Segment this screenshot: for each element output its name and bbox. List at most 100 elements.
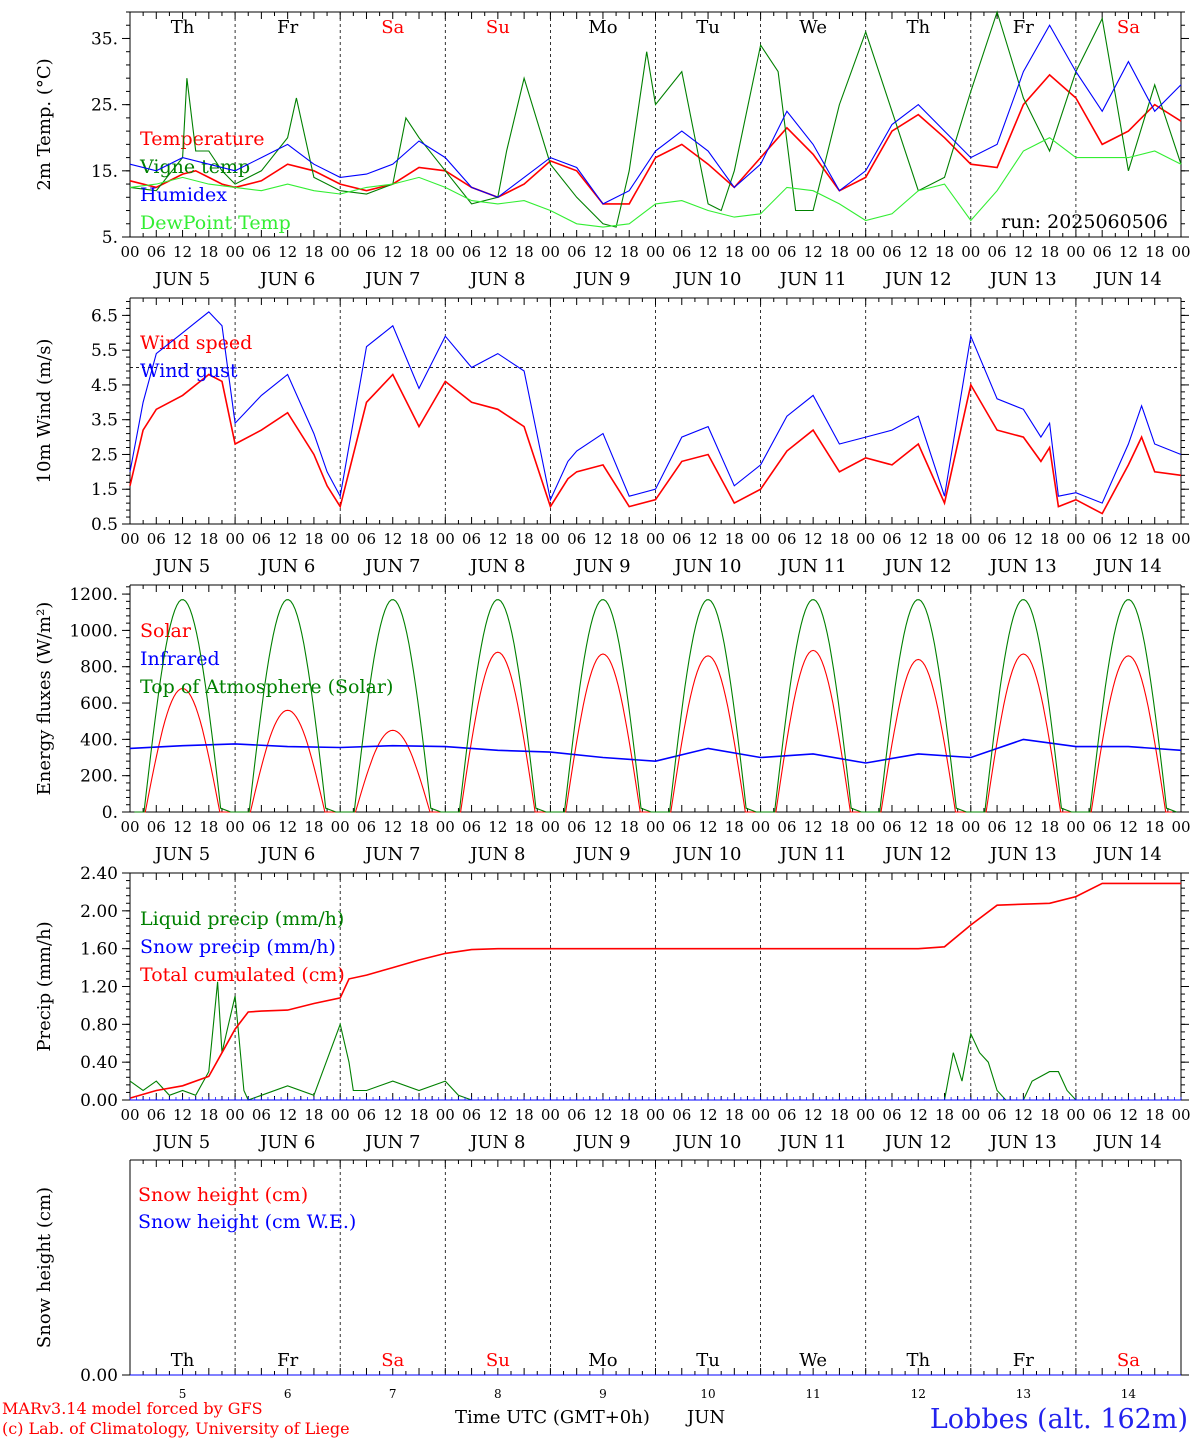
hour-tick-label: 18 <box>830 1106 849 1124</box>
date-label: JUN 14 <box>1093 269 1162 290</box>
y-axis-label: Energy fluxes (W/m²) <box>34 602 55 796</box>
day-abbrev: Fr <box>277 1350 298 1371</box>
hour-tick-label: 18 <box>1040 818 1059 836</box>
hour-tick-label: 18 <box>199 1106 218 1124</box>
date-label: JUN 12 <box>883 269 952 290</box>
hour-tick-label: 18 <box>725 818 744 836</box>
legend-entry: Liquid precip (mm/h) <box>140 908 344 930</box>
hour-tick-label: 06 <box>882 818 901 836</box>
y-tick-label: 3.5 <box>91 411 118 431</box>
day-abbrev: Th <box>906 1350 930 1371</box>
hour-tick-label: 12 <box>383 818 402 836</box>
hour-tick-label: 00 <box>856 530 875 548</box>
hour-tick-label: 00 <box>856 243 875 261</box>
day-number: 13 <box>1016 1387 1031 1401</box>
y-tick-label: 200. <box>80 767 118 787</box>
hour-tick-label: 12 <box>278 243 297 261</box>
hour-tick-label: 00 <box>1066 530 1085 548</box>
date-label: JUN 11 <box>778 556 847 577</box>
hour-tick-label: 12 <box>488 530 507 548</box>
legend-entry: Temperature <box>140 128 264 150</box>
day-number: 5 <box>179 1387 187 1401</box>
panel-5: 0.00 Snow height (cm) Th Fr Sa Su Mo Tu We Th Fr Sa… <box>34 1159 1189 1401</box>
date-label: JUN 5 <box>153 1132 210 1153</box>
hour-tick-label: 06 <box>672 818 691 836</box>
hour-tick-label: 00 <box>436 818 455 836</box>
date-label: JUN 6 <box>258 269 315 290</box>
hour-tick-label: 12 <box>804 243 823 261</box>
hour-tick-label: 12 <box>1119 1106 1138 1124</box>
series-top-of-atmosphere-solar <box>134 599 1177 813</box>
hour-tick-label: 12 <box>173 818 192 836</box>
hour-tick-label: 00 <box>646 1106 665 1124</box>
hour-tick-label: 00 <box>120 530 139 548</box>
hour-tick-label: 06 <box>357 243 376 261</box>
y-tick-label: 0.80 <box>80 1015 118 1035</box>
date-label: JUN 7 <box>363 556 420 577</box>
y-tick-label: 15. <box>91 162 118 182</box>
hour-tick-label: 18 <box>304 530 323 548</box>
day-number: 12 <box>911 1387 926 1401</box>
hour-tick-label: 12 <box>383 243 402 261</box>
day-abbrev: We <box>799 1350 827 1371</box>
y-tick-label: 1.5 <box>91 480 118 500</box>
legend-entry: Snow precip (mm/h) <box>140 936 336 958</box>
date-label: JUN 14 <box>1093 844 1162 865</box>
hour-tick-label: 00 <box>961 1106 980 1124</box>
legend-entry: Infrared <box>140 648 220 670</box>
hour-tick-label: 00 <box>856 1106 875 1124</box>
hour-tick-label: 00 <box>646 530 665 548</box>
hour-tick-label: 00 <box>1066 1106 1085 1124</box>
hour-tick-label: 06 <box>988 818 1007 836</box>
hour-tick-label: 18 <box>1145 818 1164 836</box>
hour-tick-label: 18 <box>830 818 849 836</box>
day-abbrev: Fr <box>1013 17 1034 38</box>
hour-tick-label: 00 <box>1066 243 1085 261</box>
date-label: JUN 10 <box>673 556 742 577</box>
hour-tick-label: 12 <box>488 1106 507 1124</box>
date-label: JUN 9 <box>573 1132 630 1153</box>
hour-tick-label: 12 <box>699 1106 718 1124</box>
y-tick-label: 400. <box>80 730 118 750</box>
hour-tick-label: 00 <box>331 818 350 836</box>
hour-tick-label: 18 <box>304 243 323 261</box>
legend-entry: Vigne temp <box>139 156 250 178</box>
hour-tick-label: 00 <box>751 530 770 548</box>
day-abbrev: Sa <box>381 17 404 38</box>
hour-tick-label: 12 <box>488 243 507 261</box>
legend-entry: Snow height (cm W.E.) <box>138 1211 356 1233</box>
hour-tick-label: 00 <box>226 243 245 261</box>
hour-tick-label: 12 <box>699 818 718 836</box>
hour-tick-label: 06 <box>1093 818 1112 836</box>
hour-tick-label: 12 <box>909 1106 928 1124</box>
hour-tick-label: 06 <box>147 243 166 261</box>
y-tick-label: 35. <box>91 29 118 49</box>
hour-tick-label: 06 <box>672 243 691 261</box>
hour-tick-label: 00 <box>120 243 139 261</box>
hour-tick-label: 06 <box>252 243 271 261</box>
hour-tick-label: 12 <box>909 243 928 261</box>
date-label: JUN 7 <box>363 844 420 865</box>
legend-entry: Solar <box>140 620 192 642</box>
hour-tick-label: 12 <box>173 1106 192 1124</box>
hour-tick-label: 06 <box>672 1106 691 1124</box>
series-liquid-precip-mm-h <box>129 981 1085 1101</box>
day-abbrev: Tu <box>696 17 720 38</box>
month-label: JUN <box>685 1407 725 1428</box>
day-abbrev: Fr <box>277 17 298 38</box>
hour-tick-label: 00 <box>751 818 770 836</box>
date-label: JUN 12 <box>883 1132 952 1153</box>
hour-tick-label: 12 <box>383 1106 402 1124</box>
hour-tick-label: 06 <box>147 530 166 548</box>
series-wind-gust <box>129 311 1182 504</box>
hour-tick-label: 12 <box>804 530 823 548</box>
hour-tick-label: 06 <box>252 818 271 836</box>
hour-tick-label: 12 <box>909 818 928 836</box>
hour-tick-label: 06 <box>462 1106 481 1124</box>
day-abbrev: Th <box>171 17 195 38</box>
day-abbrev: Su <box>486 17 510 38</box>
y-tick-label: 1000. <box>69 621 118 641</box>
y-tick-label: 1.60 <box>80 940 118 960</box>
hour-tick-label: 18 <box>1145 530 1164 548</box>
y-tick-label: 25. <box>91 96 118 116</box>
